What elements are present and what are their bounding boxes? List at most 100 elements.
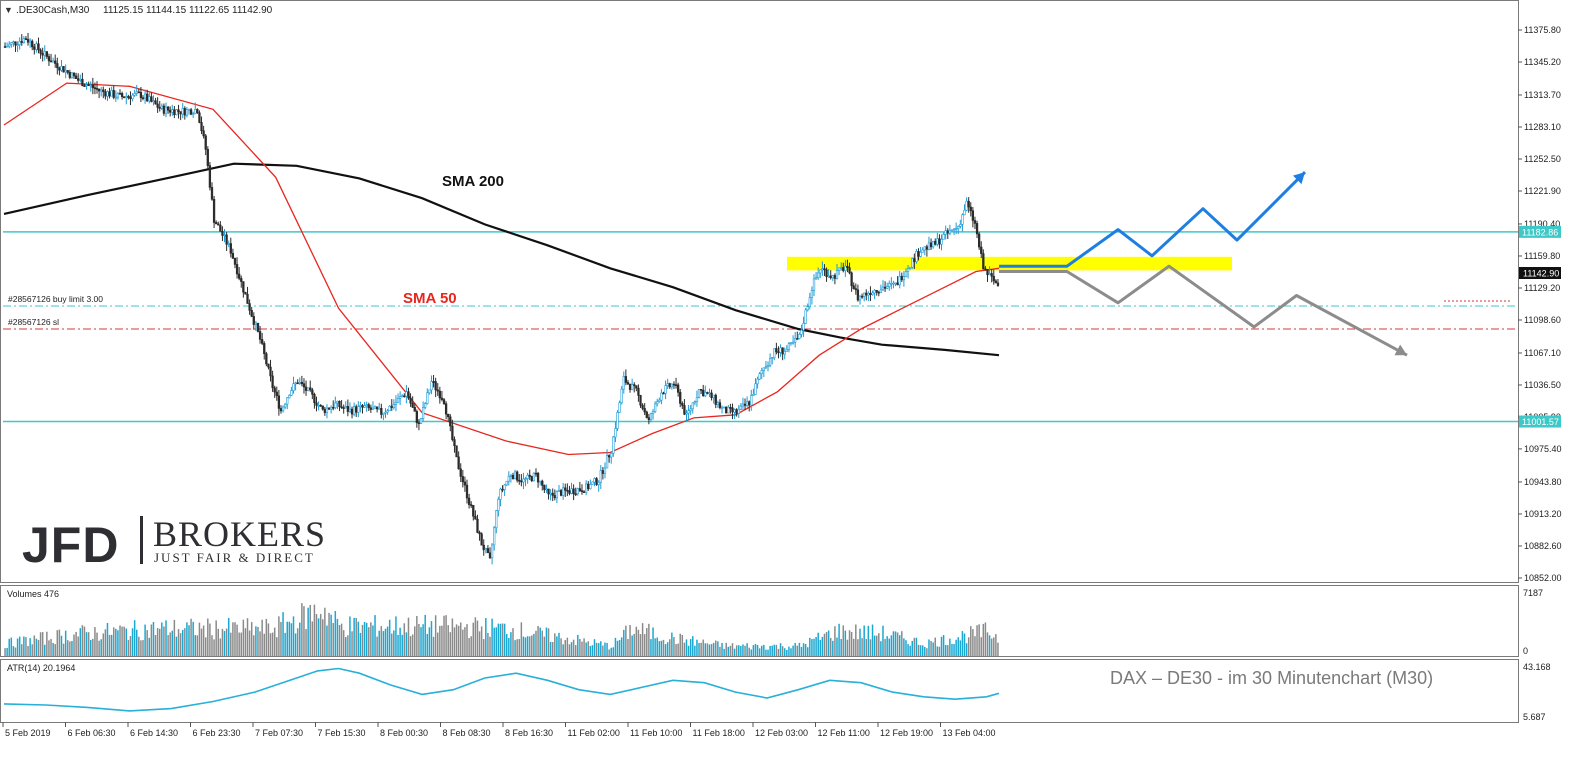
candle-body [969, 206, 972, 212]
volume-bar [829, 637, 832, 656]
volume-bar [397, 634, 399, 656]
candle-body [212, 198, 216, 223]
volume-bar [309, 604, 311, 656]
volume-bar [516, 639, 518, 656]
volume-bar [112, 627, 115, 656]
atr-label: ATR(14) 20.1964 [7, 663, 75, 673]
candle-body [982, 253, 985, 270]
volume-bar [817, 632, 819, 656]
candle-body [361, 405, 364, 408]
volume-bar [50, 638, 52, 656]
candle-body [559, 490, 563, 496]
candle-body [944, 230, 947, 235]
candle-body [727, 407, 730, 414]
volume-bar [192, 621, 194, 656]
volume-bar [689, 639, 692, 656]
candle-body [628, 383, 632, 390]
resistance-zone-rect [787, 256, 1232, 271]
volume-bar [464, 627, 466, 656]
volume-bar [712, 642, 715, 656]
candle-body [273, 387, 276, 393]
volume-bar [100, 639, 102, 656]
volume-bar [581, 641, 583, 656]
candle-body [430, 381, 433, 391]
volume-bar [984, 622, 987, 656]
volume-bar [313, 604, 316, 656]
volume-bar [631, 635, 633, 656]
volume-bar [384, 628, 387, 656]
volume-bar [886, 636, 888, 656]
x-tick-label: 13 Feb 04:00 [943, 728, 996, 738]
candle-body [626, 382, 630, 385]
candle-body [589, 484, 592, 490]
candle-body [848, 267, 851, 274]
logo-divider [140, 516, 143, 564]
candle-body [346, 406, 350, 412]
volume-bar [750, 649, 753, 656]
y-tick-label: 11067.10 [1524, 348, 1561, 358]
candle-body [409, 397, 412, 404]
y-tick-label: 10975.40 [1524, 444, 1562, 454]
volume-bar [652, 627, 654, 656]
candle-body [411, 402, 414, 408]
candle-body [459, 468, 462, 477]
candle-body [886, 286, 889, 289]
candle-body [612, 436, 615, 454]
volume-bar [857, 639, 859, 656]
volume-bar [928, 639, 930, 656]
volume-bar [875, 635, 878, 656]
candle-body [867, 293, 870, 296]
candle-body [417, 422, 421, 425]
candle-body [737, 408, 740, 414]
candle-body [973, 220, 977, 224]
candle-body [20, 41, 23, 43]
candle-body [233, 257, 237, 265]
candle-body [373, 406, 377, 409]
volume-bar [301, 603, 303, 656]
volume-bar [12, 646, 15, 656]
candle-body [835, 270, 839, 279]
candle-body [639, 395, 642, 406]
volume-bar [181, 630, 184, 656]
candle-body [660, 392, 663, 401]
candle-body [258, 331, 262, 340]
candle-body [131, 94, 134, 100]
candle-body [971, 210, 975, 221]
volume-bar [123, 626, 125, 656]
volume-bar [4, 648, 6, 656]
candle-body [710, 392, 713, 398]
volume-bar [18, 636, 21, 656]
volume-bar [90, 639, 92, 656]
candle-body [752, 394, 755, 396]
candle-body [890, 282, 893, 285]
volume-bar [869, 639, 872, 656]
volume-bar [683, 642, 686, 656]
volume-bar [284, 632, 286, 656]
candle-body [881, 286, 885, 291]
candle-body [177, 109, 180, 112]
volume-bar [167, 635, 169, 656]
volume-bar [700, 642, 702, 656]
candle-body [428, 389, 431, 394]
volume-bar [271, 632, 274, 656]
volume-bar [597, 643, 600, 656]
candle-body [120, 93, 124, 97]
x-tick-label: 8 Feb 00:30 [380, 728, 428, 738]
volume-bar [347, 635, 349, 656]
candle-body [235, 264, 239, 275]
scenario-paths [999, 171, 1408, 357]
candle-body [888, 283, 891, 287]
candle-body [733, 409, 736, 413]
volume-bar [434, 615, 437, 656]
volume-bar [217, 628, 220, 656]
candle-body [827, 275, 830, 278]
volume-bar [171, 630, 174, 656]
volume-bar [418, 623, 420, 656]
volume-bar [896, 632, 899, 656]
volume-bar [98, 640, 100, 656]
candle-body [549, 492, 552, 495]
candle-body [932, 240, 935, 248]
y-tick-label: 10913.20 [1524, 509, 1562, 519]
volume-bar [602, 645, 604, 656]
candle-body [911, 258, 914, 268]
